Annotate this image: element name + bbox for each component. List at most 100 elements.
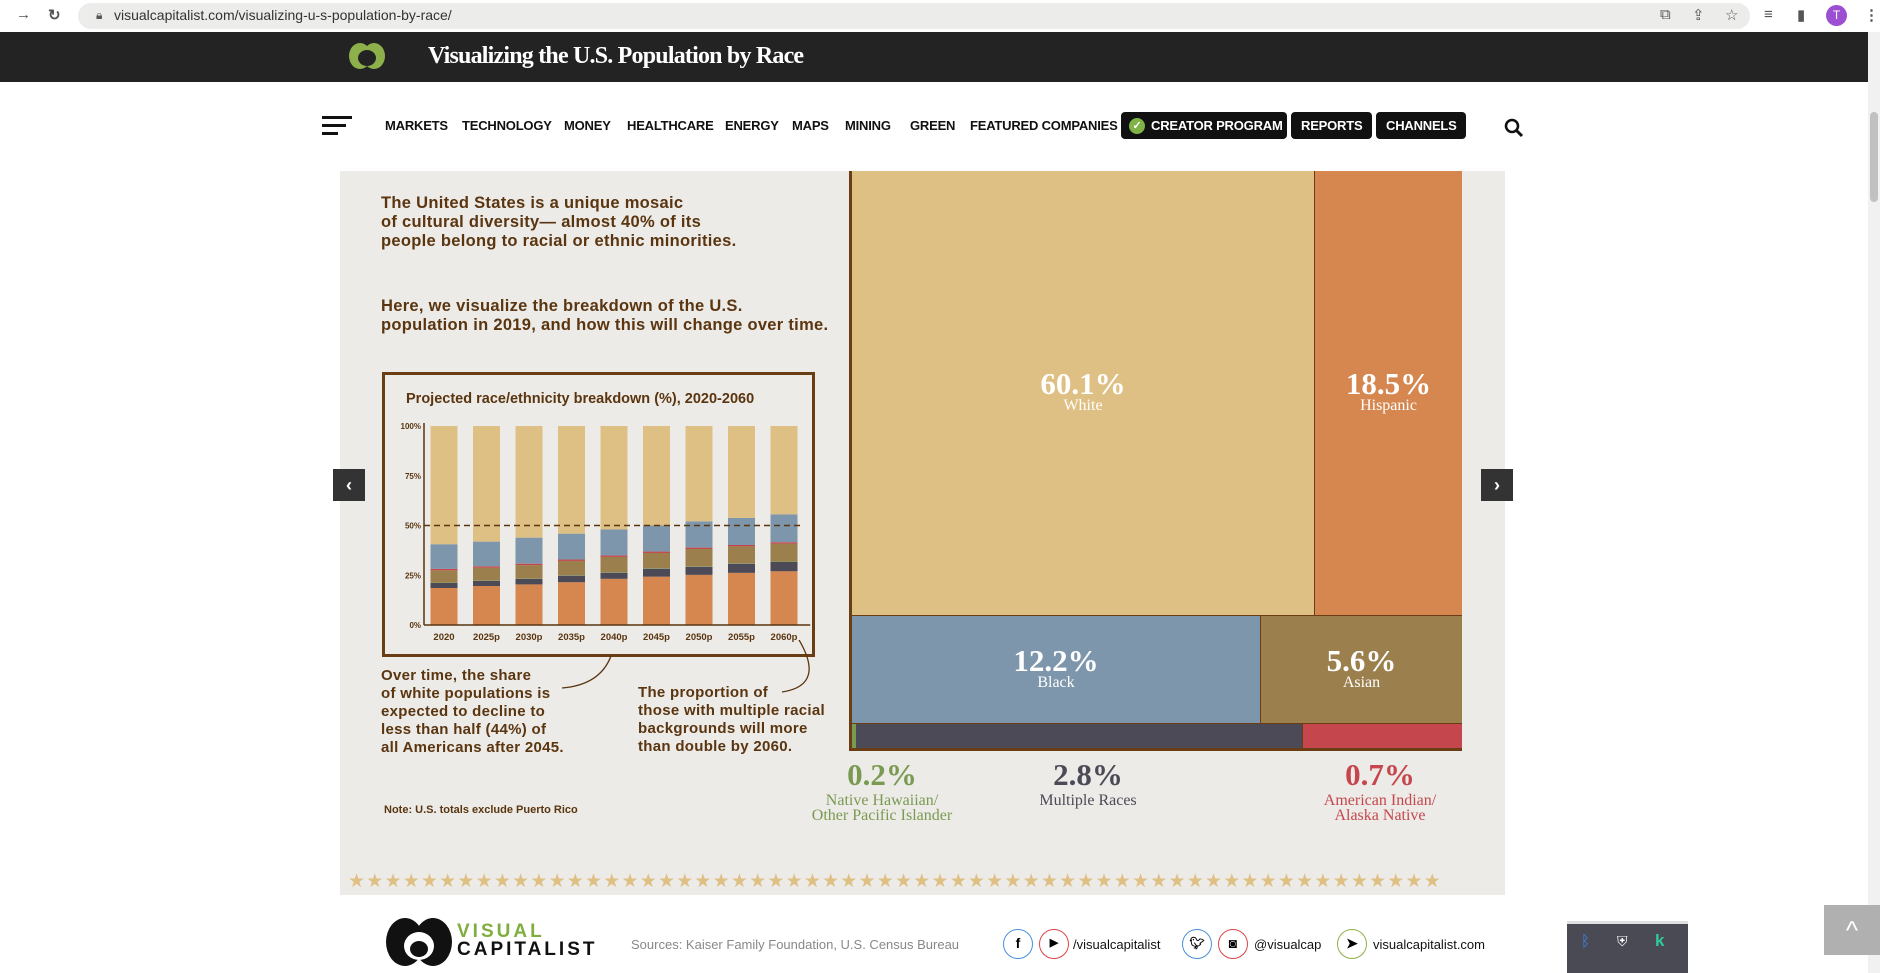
- white-label: White: [1063, 397, 1103, 414]
- nav-money[interactable]: MONEY: [564, 118, 611, 133]
- x-tick-label: 2045p: [643, 632, 670, 643]
- nav-green[interactable]: GREEN: [910, 118, 956, 133]
- bar-segment-asian: [770, 543, 798, 562]
- translate-icon[interactable]: ⧉: [1660, 6, 1671, 23]
- bar-segment-hispanic: [685, 574, 713, 625]
- nav-markets[interactable]: MARKETS: [385, 118, 448, 133]
- aian-percent: 0.7%: [1345, 757, 1415, 792]
- side-panel-icon[interactable]: ▮: [1797, 7, 1806, 24]
- text-line: of white populations is: [381, 685, 551, 702]
- bar-segment-multiple: [515, 578, 543, 585]
- intro-paragraph-2: Here, we visualize the breakdown of the …: [381, 297, 828, 335]
- website-link[interactable]: visualcapitalist.com: [1373, 937, 1485, 952]
- forward-icon[interactable]: →: [16, 6, 31, 23]
- nav-maps[interactable]: MAPS: [792, 118, 829, 133]
- reload-icon[interactable]: ↻: [48, 7, 61, 24]
- x-tick-label: 2020: [433, 632, 454, 643]
- hispanic-percent: 18.5%: [1345, 366, 1432, 401]
- white-percent: 60.1%: [1040, 366, 1126, 401]
- bar-segment-hispanic: [600, 578, 628, 625]
- multiple-label: Multiple Races: [1039, 792, 1137, 809]
- aian-label: American Indian/: [1323, 792, 1437, 809]
- search-icon[interactable]: [1504, 118, 1524, 138]
- bar-segment-white: [558, 426, 585, 534]
- bar-segment-white: [430, 426, 458, 545]
- treemap-white: 60.1% White: [852, 171, 1314, 615]
- text-line: The United States is a unique mosaic: [381, 194, 684, 212]
- asian-percent: 5.6%: [1326, 643, 1397, 678]
- channels-button[interactable]: CHANNELS: [1376, 112, 1466, 139]
- instagram-icon[interactable]: ◙: [1218, 929, 1248, 959]
- nav-technology[interactable]: TECHNOLOGY: [462, 118, 552, 133]
- creator-program-button[interactable]: ✓ CREATOR PROGRAM: [1121, 112, 1287, 139]
- bar-segment-hispanic: [473, 585, 500, 625]
- bar-segment-black: [430, 544, 458, 569]
- bar-segment-black: [558, 533, 585, 560]
- bookmark-star-icon[interactable]: ☆: [1725, 7, 1739, 24]
- reports-button[interactable]: REPORTS: [1291, 112, 1372, 139]
- nav-featured-companies[interactable]: FEATURED COMPANIES: [970, 118, 1118, 133]
- bar-segment-aian: [473, 566, 500, 568]
- k-app-icon[interactable]: k: [1655, 931, 1665, 950]
- treemap-aian: [1303, 724, 1462, 748]
- bluetooth-icon[interactable]: ᛒ: [1581, 933, 1591, 950]
- bar-segment-aian: [600, 555, 628, 557]
- url-text[interactable]: visualcapitalist.com/visualizing-u-s-pop…: [114, 7, 452, 23]
- share-icon[interactable]: ⇪: [1692, 7, 1705, 24]
- twitter-instagram-handle[interactable]: @visualcap: [1254, 937, 1322, 952]
- y-tick-label: 50%: [405, 522, 421, 531]
- twitter-icon[interactable]: 🐦︎: [1182, 929, 1212, 959]
- asian-label: Asian: [1342, 674, 1381, 691]
- multiple-callout: 2.8% Multiple Races: [988, 757, 1188, 809]
- scroll-to-top-button[interactable]: ^: [1824, 905, 1880, 955]
- bar-segment-asian: [515, 565, 543, 579]
- bar-segment-asian: [728, 546, 755, 564]
- cursor-link-icon[interactable]: ➤: [1337, 929, 1367, 959]
- treemap-asian: 5.6% Asian: [1261, 616, 1462, 723]
- menu-kebab-icon[interactable]: ⋮: [1864, 7, 1879, 24]
- star-border-decoration: ★★★★★★★★★★★★★★★★★★★★★★★★★★★★★★★★★★★★★★★★…: [348, 871, 1442, 892]
- x-tick-label: 2025p: [473, 632, 500, 643]
- bar-segment-aian: [770, 542, 798, 544]
- bar-segment-black: [770, 514, 798, 543]
- security-shield-icon[interactable]: ⛨: [1617, 933, 1628, 949]
- logo-text-capitalist: CAPITALIST: [457, 939, 598, 960]
- nav-mining[interactable]: MINING: [845, 118, 891, 133]
- text-line: all Americans after 2045.: [381, 739, 564, 756]
- nav-energy[interactable]: ENERGY: [725, 118, 779, 133]
- treemap: 60.1% White 18.5% Hispanic 12.2% Black 5…: [849, 171, 1462, 751]
- address-bar[interactable]: 🔒︎: [78, 3, 1750, 29]
- text-line: The proportion of: [638, 684, 769, 701]
- article-header-bar: Visualizing the U.S. Population by Race: [0, 32, 1868, 82]
- profile-avatar[interactable]: T: [1826, 5, 1847, 26]
- annotation-white-decline: Over time, the share of white populations…: [381, 667, 564, 757]
- carousel-prev-button[interactable]: ‹: [333, 469, 365, 501]
- x-tick-label: 2030p: [516, 632, 543, 643]
- nhpi-label: Native Hawaiian/: [825, 792, 939, 809]
- reading-list-icon[interactable]: ≡: [1764, 6, 1773, 23]
- annotation-arrows: [561, 640, 810, 693]
- creator-program-label: CREATOR PROGRAM: [1151, 118, 1283, 133]
- bar-segment-hispanic: [643, 576, 670, 625]
- youtube-icon[interactable]: ▶: [1039, 929, 1069, 959]
- nav-healthcare[interactable]: HEALTHCARE: [627, 118, 714, 133]
- aian-callout: 0.7% American Indian/ Alaska Native: [1280, 757, 1480, 824]
- hamburger-menu-icon[interactable]: [322, 116, 352, 135]
- x-tick-label: 2040p: [601, 632, 628, 643]
- black-percent: 12.2%: [1013, 643, 1099, 678]
- bar-segment-asian: [643, 552, 670, 569]
- x-tick-label: 2050p: [686, 632, 713, 643]
- bar-segment-black: [473, 541, 500, 567]
- visual-capitalist-logo-icon[interactable]: [348, 40, 386, 72]
- text-line: Over time, the share: [381, 667, 532, 684]
- bar-segment-aian: [430, 568, 458, 571]
- facebook-youtube-handle[interactable]: /visualcapitalist: [1073, 937, 1161, 952]
- intro-paragraph-1: The United States is a unique mosaic of c…: [381, 194, 736, 251]
- bar-segment-hispanic: [728, 572, 755, 625]
- carousel-next-button[interactable]: ›: [1481, 469, 1513, 501]
- facebook-icon[interactable]: f: [1003, 929, 1033, 959]
- bar-segment-black: [515, 537, 543, 564]
- scrollbar[interactable]: [1868, 32, 1880, 973]
- bar-segment-multiple: [473, 580, 500, 586]
- bar-segment-white: [728, 426, 755, 518]
